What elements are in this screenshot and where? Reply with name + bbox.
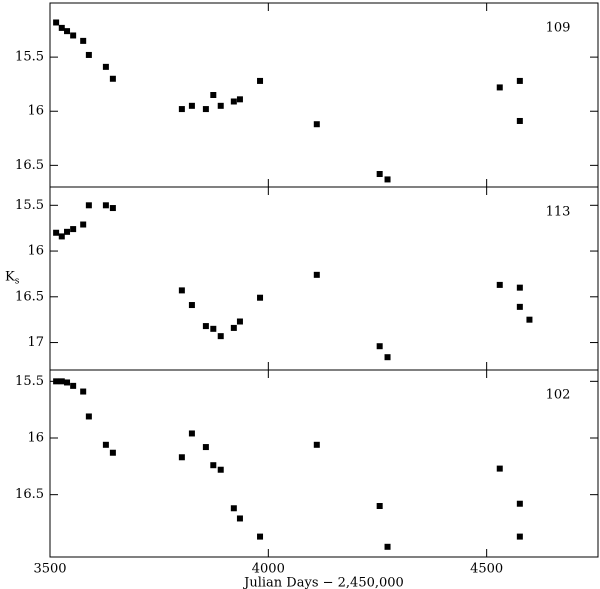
data-point [496,84,503,91]
x-axis-label: Julian Days − 2,450,000 [242,576,404,589]
data-point [178,454,185,461]
data-point [202,106,209,113]
data-point [80,388,87,395]
data-point [496,281,503,288]
data-point [313,121,320,128]
data-point [188,102,195,109]
panel-frame [49,369,599,558]
data-point [376,171,383,178]
y-tick-label: 15.5 [15,374,44,389]
data-point [70,226,77,233]
data-point [70,32,77,39]
data-point [376,503,383,509]
y-tick-label: 16.5 [15,158,44,173]
data-point [70,382,77,389]
data-point [64,379,71,386]
y-tick-label: 15.5 [15,198,44,213]
panel-label: 113 [546,205,571,220]
x-tick-label: 4000 [252,562,285,577]
y-tick-label: 16 [27,244,44,259]
data-point [210,462,217,469]
data-point [257,533,264,540]
data-point [64,28,71,35]
data-point [210,92,217,98]
data-point [64,228,71,235]
data-point [526,316,533,323]
data-point [53,378,60,385]
data-point [102,63,109,70]
data-point [384,543,391,550]
data-point [384,176,391,183]
panel-label: 109 [546,21,571,36]
data-point [178,287,185,294]
data-point [58,378,65,385]
data-point [376,343,383,350]
data-point [80,221,87,228]
data-point [217,466,224,473]
panel-frame [49,2,599,188]
data-point [257,77,264,84]
panel-label: 102 [546,388,571,403]
data-point [516,77,523,84]
data-point [109,205,116,212]
data-point [516,500,523,507]
data-point [109,449,116,456]
x-tick-label: 3500 [33,562,66,577]
y-tick-label: 16.5 [15,487,44,502]
data-point [80,37,87,44]
data-point [58,233,65,240]
data-point [236,96,243,103]
data-point [516,533,523,540]
y-tick-label: 16 [27,104,44,119]
data-point [85,51,92,58]
data-point [230,324,237,331]
data-point [516,303,523,310]
data-point [230,505,237,512]
data-point [53,229,60,236]
data-point [313,441,320,448]
data-point [217,333,224,340]
data-point [230,98,237,105]
data-point [102,441,109,448]
data-point [236,515,243,522]
data-point [257,294,264,301]
data-point [202,323,209,330]
data-point [178,106,185,113]
data-point [516,284,523,291]
panel-frame [49,186,599,371]
data-point [210,325,217,332]
data-point [188,430,195,437]
data-point [217,102,224,109]
data-point [102,202,109,209]
data-point [384,354,391,361]
data-point [53,19,60,26]
y-tick-label: 16 [27,431,44,446]
y-axis-label-sub: s [15,276,20,286]
data-point [188,302,195,309]
data-point [496,465,503,472]
y-axis-label-main: K [5,269,15,284]
data-point [85,413,92,420]
y-axis-label: Ks [5,269,20,286]
y-tick-label: 15.5 [15,50,44,65]
data-point [85,202,92,209]
y-tick-label: 16.5 [15,289,44,304]
data-point [236,318,243,325]
data-point [58,24,65,31]
x-tick-label: 4500 [470,562,503,577]
data-point [109,75,116,82]
data-point [313,271,320,278]
data-point [516,117,523,124]
data-point [202,444,209,451]
y-tick-label: 17 [27,335,44,350]
